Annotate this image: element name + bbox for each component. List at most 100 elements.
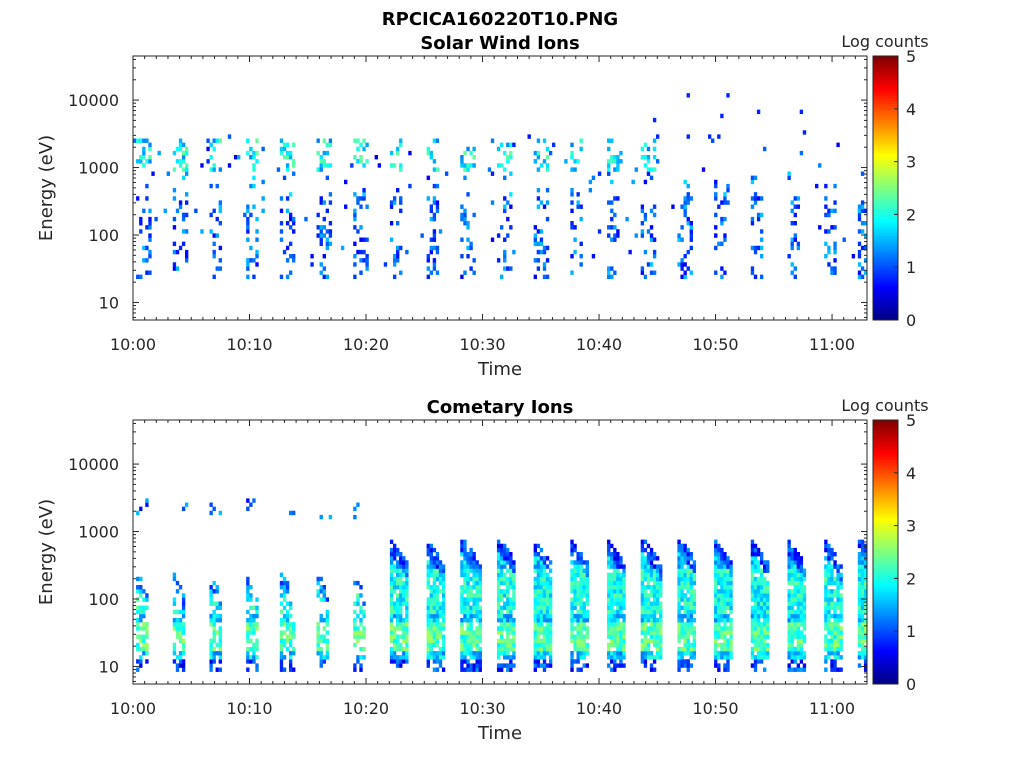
heatmap-cell [435, 630, 440, 635]
heatmap-cell [753, 192, 758, 197]
heatmap-cell [576, 200, 580, 205]
heatmap-cell [322, 626, 326, 631]
colorbar-segment [873, 618, 898, 622]
heatmap-cell [215, 183, 219, 189]
heatmap-cell [478, 593, 482, 598]
heatmap-cell [686, 605, 690, 611]
heatmap-cell [184, 146, 189, 152]
heatmap-cell [145, 183, 149, 189]
heatmap-cell [279, 618, 284, 623]
heatmap-cell [319, 155, 323, 160]
heatmap-cell [472, 605, 476, 611]
heatmap-cell [512, 576, 516, 582]
heatmap-cell [619, 630, 623, 635]
heatmap-cell [288, 192, 293, 197]
heatmap-cell [613, 589, 617, 594]
heatmap-cell [282, 155, 287, 160]
heatmap-cell [643, 564, 648, 569]
heatmap-cell [426, 254, 430, 259]
heatmap-cell [759, 568, 764, 573]
heatmap-cell [863, 663, 868, 668]
heatmap-cell [643, 576, 648, 582]
heatmap-cell [729, 609, 733, 615]
heatmap-cell [212, 233, 216, 238]
heatmap-cell [582, 580, 586, 586]
heatmap-cell [469, 150, 473, 156]
heatmap-cell [649, 576, 654, 582]
heatmap-cell [252, 618, 256, 623]
heatmap-cell [478, 638, 482, 644]
heatmap-cell [863, 651, 868, 656]
heatmap-cell [646, 638, 651, 644]
heatmap-cell [509, 622, 513, 627]
heatmap-cell [539, 560, 544, 565]
heatmap-cell [252, 274, 256, 280]
heatmap-cell [212, 659, 216, 664]
heatmap-cell [655, 638, 660, 644]
heatmap-cell [316, 212, 320, 218]
heatmap-cell [279, 609, 284, 615]
heatmap-cell [139, 138, 143, 143]
heatmap-cell [145, 659, 149, 664]
colorbar-segment [873, 557, 898, 561]
heatmap-cell [833, 605, 837, 611]
heatmap-cell [503, 613, 507, 619]
heatmap-cell [145, 225, 149, 230]
heatmap-cell [279, 634, 284, 639]
heatmap-cell [717, 618, 721, 623]
heatmap-cell [824, 229, 828, 234]
heatmap-cell [178, 630, 183, 635]
heatmap-cell [720, 580, 724, 586]
colorbar-segment [873, 602, 898, 606]
heatmap-cell [500, 667, 504, 672]
heatmap-cell [392, 547, 397, 553]
heatmap-cell [435, 638, 440, 644]
colorbar-segment [873, 201, 898, 205]
heatmap-cell [139, 634, 143, 639]
heatmap-cell [570, 626, 574, 631]
heatmap-cell [759, 638, 764, 644]
heatmap-cell [726, 572, 730, 578]
heatmap-cell [616, 626, 620, 631]
heatmap-cell [576, 667, 580, 672]
heatmap-cell [720, 274, 724, 280]
colorbar-segment [873, 174, 898, 178]
heatmap-cell [246, 622, 250, 627]
heatmap-cell [148, 270, 152, 275]
heatmap-cell [249, 146, 253, 152]
heatmap-cell [319, 663, 323, 668]
heatmap-cell [729, 630, 733, 635]
heatmap-cell [579, 622, 583, 627]
heatmap-cell [607, 233, 611, 238]
heatmap-cell [585, 609, 589, 615]
heatmap-cell [212, 138, 216, 143]
x-axis-label: Time [477, 359, 522, 380]
heatmap-cell [215, 618, 219, 623]
heatmap-cell [652, 254, 657, 259]
heatmap-cell [796, 667, 801, 672]
heatmap-cell [500, 634, 504, 639]
heatmap-cell [392, 609, 397, 615]
heatmap-cell [753, 638, 758, 644]
heatmap-cell [640, 229, 645, 234]
heatmap-cell [720, 651, 724, 656]
heatmap-cell [429, 564, 434, 569]
heatmap-cell [756, 109, 761, 115]
heatmap-cell [506, 576, 510, 582]
heatmap-cell [753, 560, 758, 565]
heatmap-cell [466, 667, 470, 672]
heatmap-cell [677, 547, 681, 553]
heatmap-cell [790, 659, 794, 664]
heatmap-cell [582, 568, 586, 573]
heatmap-cell [616, 601, 620, 606]
heatmap-cell [839, 638, 843, 644]
heatmap-cell [316, 630, 320, 635]
heatmap-cell [285, 585, 290, 590]
heatmap-cell [818, 225, 822, 230]
heatmap-cell [359, 249, 363, 255]
heatmap-cell [148, 159, 152, 164]
heatmap-cell [344, 179, 348, 185]
heatmap-cell [799, 618, 804, 623]
heatmap-cell [582, 642, 586, 648]
heatmap-cell [573, 568, 577, 573]
